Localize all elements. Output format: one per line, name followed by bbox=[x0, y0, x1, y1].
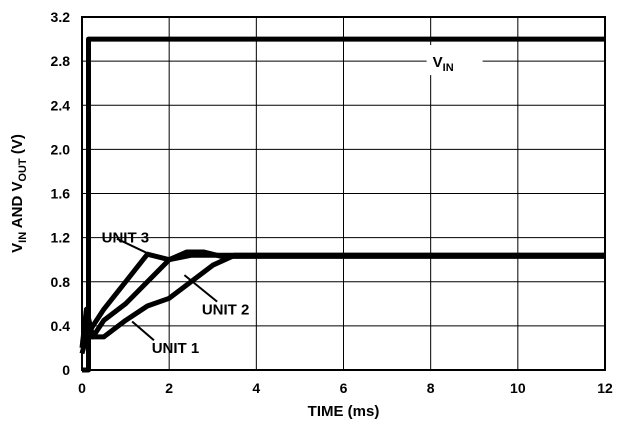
y-tick-label: 0 bbox=[62, 362, 70, 378]
y-axis-title-v1: V bbox=[9, 243, 26, 253]
y-axis-title-mid: AND V bbox=[9, 182, 26, 232]
y-tick-label: 2.0 bbox=[51, 141, 71, 157]
x-tick-label: 0 bbox=[78, 380, 86, 396]
annotation-unit-3: UNIT 3 bbox=[102, 230, 150, 247]
x-tick-label: 12 bbox=[597, 380, 613, 396]
x-tick-label: 10 bbox=[510, 380, 526, 396]
y-tick-label: 0.8 bbox=[51, 274, 71, 290]
annotation-leader-1 bbox=[116, 237, 153, 257]
series-line-unit-3 bbox=[80, 249, 605, 344]
x-tick-label: 8 bbox=[427, 380, 435, 396]
y-tick-label: 1.6 bbox=[51, 186, 71, 202]
y-tick-label: 2.8 bbox=[51, 53, 71, 69]
vin-label: VIN bbox=[426, 45, 483, 76]
x-tick-labels: 0 2 4 6 8 10 12 bbox=[78, 380, 613, 396]
annotation-leader-2 bbox=[183, 274, 218, 303]
x-tick-label: 4 bbox=[252, 380, 260, 396]
y-tick-label: 1.2 bbox=[51, 230, 71, 246]
vin-label-sub: IN bbox=[443, 62, 454, 74]
y-axis-title-sub2: OUT bbox=[17, 158, 29, 182]
y-tick-label: 3.2 bbox=[51, 9, 71, 25]
y-tick-label: 2.4 bbox=[51, 97, 71, 113]
grid bbox=[81, 16, 606, 371]
y-axis-title-sub1: IN bbox=[17, 232, 29, 243]
x-tick-label: 6 bbox=[340, 380, 348, 396]
x-axis-title: TIME (ms) bbox=[308, 403, 380, 420]
y-tick-label: 0.4 bbox=[51, 318, 71, 334]
annotation-leader-3 bbox=[131, 320, 155, 341]
annotation-unit-2: UNIT 2 bbox=[202, 301, 250, 318]
plot-frame bbox=[81, 16, 606, 371]
vin-label-main: V bbox=[433, 54, 443, 71]
y-tick-labels: 0 0.4 0.8 1.2 1.6 2.0 2.4 2.8 3.2 bbox=[51, 9, 71, 378]
y-axis-title-suffix: (V) bbox=[9, 134, 26, 158]
vin-label-text: VIN bbox=[433, 54, 454, 74]
unit-annotations: UNIT 3 UNIT 2 UNIT 1 bbox=[102, 230, 250, 357]
annotation-unit-1: UNIT 1 bbox=[152, 340, 200, 357]
y-axis-title: VIN AND VOUT (V) bbox=[9, 134, 29, 253]
vin-label-background bbox=[426, 45, 483, 76]
x-tick-label: 2 bbox=[165, 380, 173, 396]
